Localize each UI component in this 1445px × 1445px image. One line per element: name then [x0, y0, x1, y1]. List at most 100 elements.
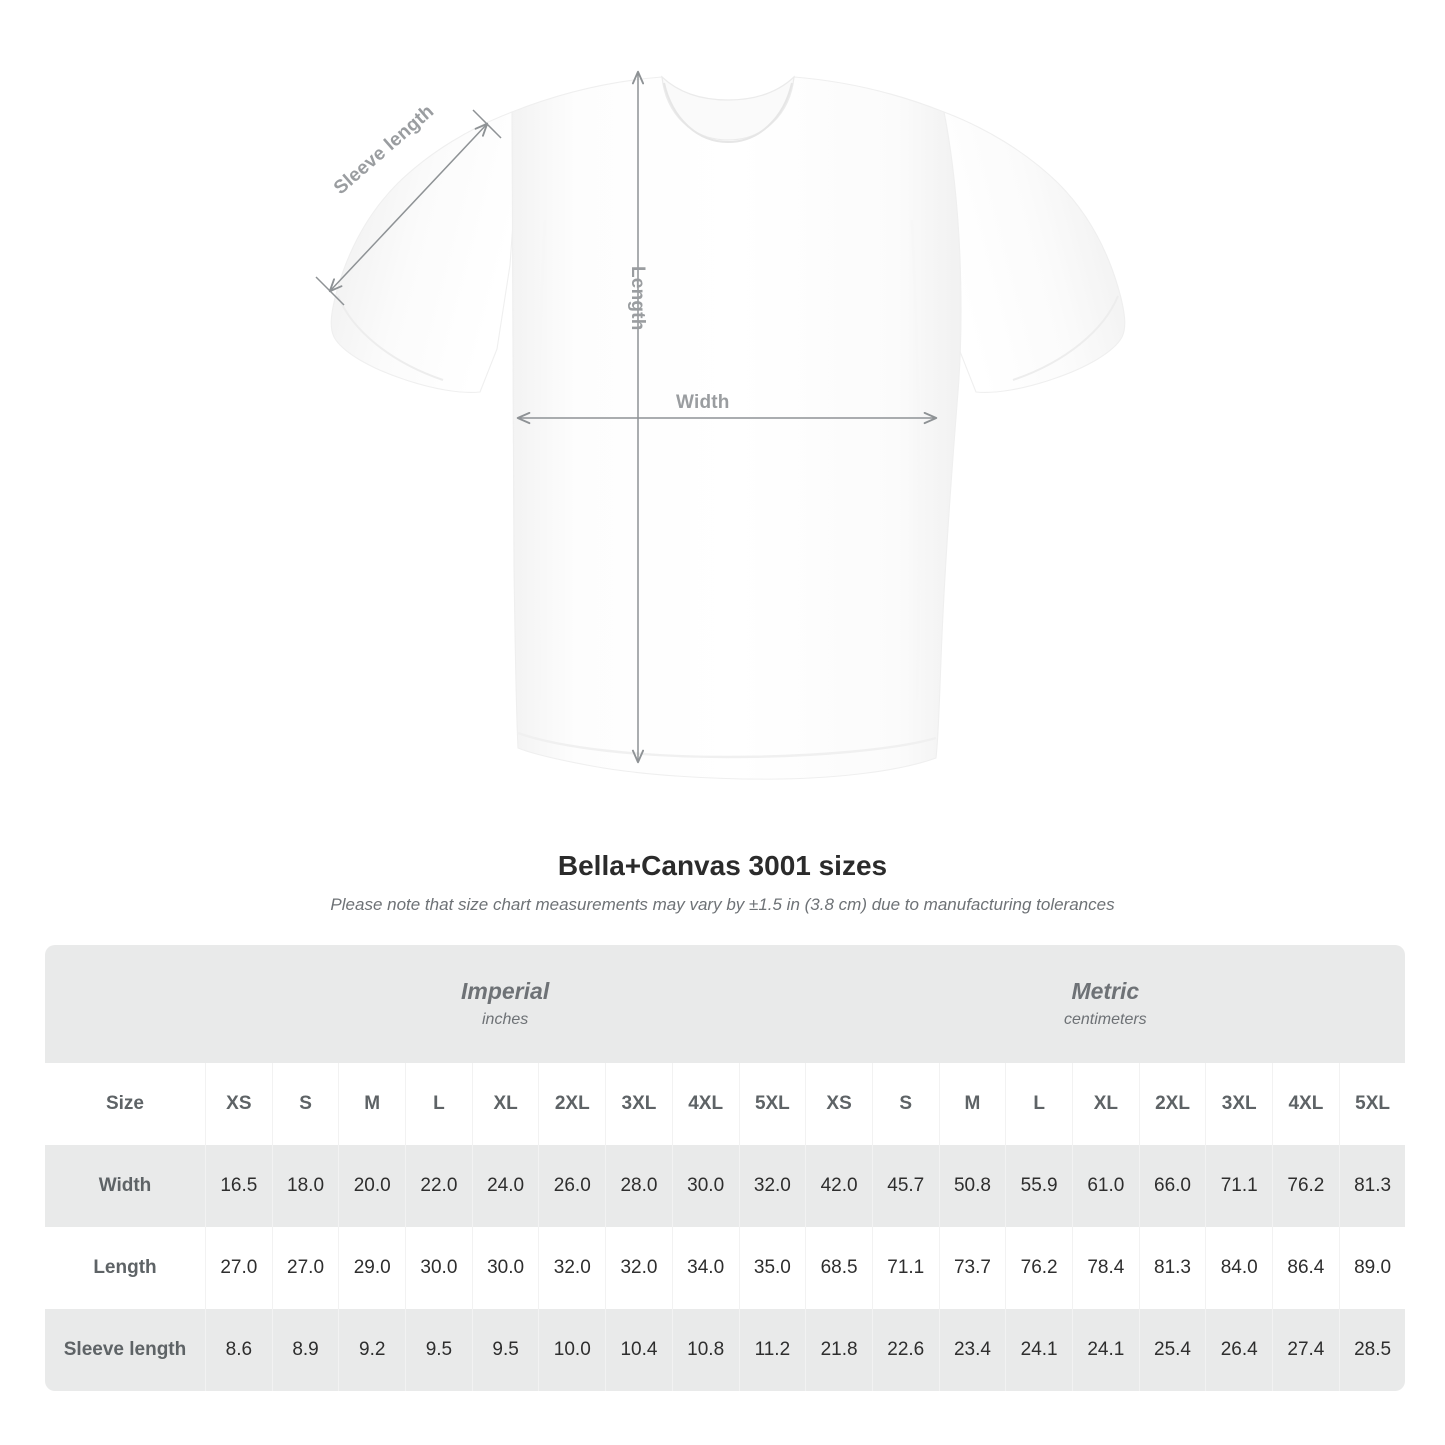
size-col-metric-xs: XS — [805, 1063, 872, 1145]
row-label-size: Size — [45, 1063, 205, 1145]
cell-width-imperial-xl: 24.0 — [471, 1145, 539, 1227]
shirt-body — [511, 76, 962, 780]
right-cuff — [1012, 295, 1119, 381]
measurement-arrows — [315, 72, 936, 762]
unit-header-row: Imperial inches Metric centimeters — [45, 945, 1406, 1063]
cell-length-imperial-3xl: 32.0 — [605, 1227, 672, 1309]
cell-width-imperial-5xl: 32.0 — [738, 1145, 806, 1227]
sleeve-tick-bottom — [315, 276, 345, 306]
cell-sleeve-metric-2xl: 25.4 — [1138, 1309, 1206, 1391]
unit-sub-imperial: inches — [481, 1011, 529, 1028]
cell-width-imperial-3xl: 28.0 — [605, 1145, 672, 1227]
cell-width-imperial-4xl: 30.0 — [671, 1145, 739, 1227]
cell-length-metric-m: 73.7 — [938, 1227, 1006, 1309]
cell-length-imperial-5xl: 35.0 — [738, 1227, 806, 1309]
cell-width-metric-xl: 61.0 — [1071, 1145, 1139, 1227]
width-label: Width — [676, 392, 730, 413]
unit-sub-metric: centimeters — [1063, 1011, 1147, 1028]
cell-sleeve-imperial-l: 9.5 — [405, 1309, 472, 1391]
size-col-metric-3xl: 3XL — [1205, 1063, 1273, 1145]
cell-width-metric-2xl: 66.0 — [1138, 1145, 1206, 1227]
cell-width-metric-s: 45.7 — [871, 1145, 939, 1227]
right-sleeve — [939, 111, 1126, 393]
unit-header-metric: Metric centimeters — [805, 945, 1406, 1063]
cell-width-metric-m: 50.8 — [938, 1145, 1006, 1227]
cell-length-metric-xs: 68.5 — [805, 1227, 872, 1309]
cell-sleeve-metric-5xl: 28.5 — [1338, 1309, 1406, 1391]
cell-length-imperial-xl: 30.0 — [471, 1227, 539, 1309]
cell-length-imperial-xs: 27.0 — [205, 1227, 272, 1309]
size-col-imperial-l: L — [405, 1063, 472, 1145]
cell-sleeve-metric-l: 24.1 — [1005, 1309, 1072, 1391]
row-label-length: Length — [45, 1227, 205, 1309]
unit-header-spacer — [45, 945, 205, 1063]
cell-length-metric-l: 76.2 — [1005, 1227, 1072, 1309]
cell-width-metric-l: 55.9 — [1005, 1145, 1072, 1227]
hem-line — [517, 731, 937, 759]
size-col-metric-xl: XL — [1071, 1063, 1139, 1145]
sleeve-tick-top — [472, 109, 502, 139]
cell-length-metric-s: 71.1 — [871, 1227, 939, 1309]
cell-length-metric-5xl: 89.0 — [1338, 1227, 1406, 1309]
cell-length-metric-xl: 78.4 — [1071, 1227, 1139, 1309]
table-row: Sleeve length 8.6 8.9 9.2 9.5 9.5 10.0 1… — [45, 1309, 1406, 1391]
cell-length-metric-3xl: 84.0 — [1205, 1227, 1273, 1309]
size-col-metric-l: L — [1005, 1063, 1072, 1145]
cell-sleeve-imperial-4xl: 10.8 — [671, 1309, 739, 1391]
size-col-metric-4xl: 4XL — [1272, 1063, 1339, 1145]
table-row: Length 27.0 27.0 29.0 30.0 30.0 32.0 32.… — [45, 1227, 1406, 1309]
cell-width-imperial-xs: 16.5 — [205, 1145, 272, 1227]
shirt-illustration — [315, 0, 1126, 780]
unit-header-imperial: Imperial inches — [205, 945, 806, 1063]
size-col-metric-s: S — [871, 1063, 939, 1145]
cell-sleeve-metric-m: 23.4 — [938, 1309, 1006, 1391]
size-col-metric-m: M — [938, 1063, 1006, 1145]
cell-sleeve-imperial-2xl: 10.0 — [538, 1309, 606, 1391]
cell-width-metric-4xl: 76.2 — [1272, 1145, 1339, 1227]
cell-sleeve-metric-4xl: 27.4 — [1272, 1309, 1339, 1391]
cell-sleeve-imperial-5xl: 11.2 — [738, 1309, 806, 1391]
fold-right — [910, 219, 921, 701]
cell-length-metric-4xl: 86.4 — [1272, 1227, 1339, 1309]
unit-name-imperial: Imperial — [461, 978, 550, 1004]
size-col-metric-5xl: 5XL — [1338, 1063, 1406, 1145]
collar-inner — [663, 82, 793, 144]
cell-sleeve-imperial-s: 8.9 — [271, 1309, 339, 1391]
cell-width-metric-xs: 42.0 — [805, 1145, 872, 1227]
size-col-metric-2xl: 2XL — [1138, 1063, 1206, 1145]
cell-sleeve-imperial-xs: 8.6 — [205, 1309, 272, 1391]
size-col-imperial-xl: XL — [471, 1063, 539, 1145]
row-label-width: Width — [45, 1145, 205, 1227]
unit-name-metric: Metric — [1071, 978, 1140, 1004]
row-label-sleeve-length: Sleeve length — [45, 1309, 205, 1391]
fold-left — [536, 219, 547, 701]
cell-sleeve-metric-3xl: 26.4 — [1205, 1309, 1273, 1391]
tshirt-shape — [330, 75, 1126, 780]
size-col-imperial-4xl: 4XL — [671, 1063, 739, 1145]
size-header-row: Size XS S M L XL 2XL 3XL 4XL 5XL XS S M … — [45, 1063, 1406, 1145]
cell-length-imperial-4xl: 34.0 — [671, 1227, 739, 1309]
shirt-diagram: Sleeve length Length Width — [315, 0, 1126, 780]
cell-width-imperial-s: 18.0 — [271, 1145, 339, 1227]
size-col-imperial-3xl: 3XL — [605, 1063, 672, 1145]
title-block: Bella+Canvas 3001 sizes Please note that… — [0, 848, 1445, 916]
cell-width-imperial-m: 20.0 — [338, 1145, 406, 1227]
size-chart-table: Imperial inches Metric centimeters Size … — [45, 945, 1406, 1391]
cell-sleeve-imperial-m: 9.2 — [338, 1309, 406, 1391]
cell-length-imperial-m: 29.0 — [338, 1227, 406, 1309]
cell-sleeve-metric-s: 22.6 — [871, 1309, 939, 1391]
cell-sleeve-imperial-xl: 9.5 — [471, 1309, 539, 1391]
cell-length-imperial-s: 27.0 — [271, 1227, 339, 1309]
left-sleeve — [330, 111, 517, 393]
sleeve-arrow — [330, 124, 487, 291]
left-cuff — [337, 295, 444, 381]
size-col-imperial-s: S — [271, 1063, 339, 1145]
size-col-imperial-5xl: 5XL — [738, 1063, 806, 1145]
cell-width-imperial-l: 22.0 — [405, 1145, 472, 1227]
cell-width-metric-3xl: 71.1 — [1205, 1145, 1273, 1227]
cell-sleeve-metric-xs: 21.8 — [805, 1309, 872, 1391]
page-title: Bella+Canvas 3001 sizes — [557, 850, 888, 881]
cell-length-metric-2xl: 81.3 — [1138, 1227, 1206, 1309]
size-col-imperial-2xl: 2XL — [538, 1063, 606, 1145]
cell-sleeve-imperial-3xl: 10.4 — [605, 1309, 672, 1391]
